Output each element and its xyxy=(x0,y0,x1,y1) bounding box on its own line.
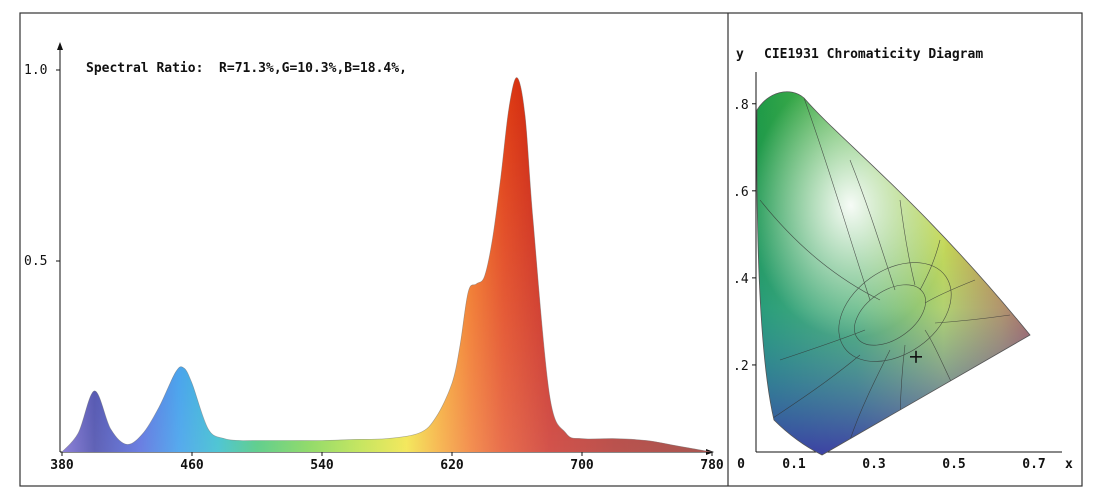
outer-frame xyxy=(19,12,1083,487)
cie-y-tick-label: .8 xyxy=(733,98,749,113)
spectral-ratio-title: Spectral Ratio: R=71.3%,G=10.3%,B=18.4%, xyxy=(86,61,407,76)
x-tick-label: 780 xyxy=(700,458,724,473)
cie-x-tick-label: 0.1 xyxy=(782,457,806,472)
cie-horseshoe xyxy=(756,91,1030,455)
cie-y-tick-label: .6 xyxy=(733,185,749,200)
cie-chart: y CIE1931 Chromaticity Diagram xyxy=(733,47,1073,472)
cie-title: CIE1931 Chromaticity Diagram xyxy=(764,47,983,62)
cie-y-tick-label: .2 xyxy=(733,359,749,374)
y-axis-arrow xyxy=(57,42,63,50)
x-tick-label: 540 xyxy=(310,458,334,473)
spectrum-highlight xyxy=(62,77,712,453)
cie-x-tick-label: 0 xyxy=(737,457,745,472)
spectrum-area xyxy=(62,77,712,453)
x-tick-label: 700 xyxy=(570,458,594,473)
cie-x-tick-label: 0.3 xyxy=(862,457,885,472)
spectrum-chart: 0.5 1.0 380 460 540 620 700 780 Spectral Ratio… xyxy=(24,42,724,473)
cie-y-label: y xyxy=(736,47,744,62)
cie-horseshoe-outline xyxy=(756,91,1031,456)
spectrum-line xyxy=(61,77,713,453)
cie-y-tick-label: .4 xyxy=(733,272,749,287)
x-tick-label: 460 xyxy=(180,458,204,473)
y-tick-label: 1.0 xyxy=(24,63,47,78)
x-tick-label: 380 xyxy=(50,458,74,473)
cie-x-tick-label: 0.7 xyxy=(1022,457,1045,472)
cie-point-marker xyxy=(910,350,922,363)
cie-x-tick-label: 0.5 xyxy=(942,457,965,472)
y-tick-label: 0.5 xyxy=(24,254,47,269)
x-tick-label: 620 xyxy=(440,458,464,473)
cie-x-label: x xyxy=(1065,457,1073,472)
